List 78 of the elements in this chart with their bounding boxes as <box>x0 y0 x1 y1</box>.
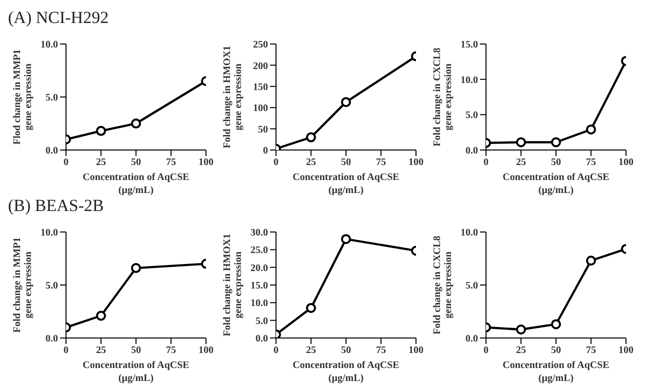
x-tick-label: 75 <box>166 157 176 168</box>
x-tick-label: 75 <box>166 345 176 356</box>
chart-title: (B) BEAS-2B <box>8 196 105 217</box>
x-axis-title: Concentration of AqCSE (µg/mL) <box>502 172 610 196</box>
y-tick-label: 100 <box>253 103 268 114</box>
y-tick-label: 20.0 <box>250 262 268 274</box>
x-tick-label: 25 <box>96 345 106 356</box>
y-tick-label: 5.0 <box>466 280 478 292</box>
x-tick-label: 0 <box>274 345 278 356</box>
x-tick-label: 50 <box>551 345 561 356</box>
x-tick-label: 0 <box>64 157 68 168</box>
y-axis-title: Fold change in HMOX1 gene expression <box>222 46 244 148</box>
x-tick-label: 100 <box>198 345 214 356</box>
x-tick-label: 50 <box>341 345 351 356</box>
x-tick-label: 75 <box>376 157 386 168</box>
x-axis-title: Concentration of AqCSE (µg/mL) <box>82 360 190 384</box>
x-tick-label: 50 <box>131 157 141 168</box>
x-tick-label: 75 <box>586 157 596 168</box>
point <box>306 132 316 142</box>
y-tick-label: 5.0 <box>46 92 58 104</box>
y-tick-label: 5.0 <box>466 110 478 122</box>
y-tick-label: 0.0 <box>46 334 58 345</box>
point <box>551 137 561 148</box>
y-tick-label: 250 <box>253 40 268 51</box>
x-tick-label: 25 <box>516 157 526 168</box>
x-tick-label: 0 <box>274 157 278 168</box>
y-tick-label: 10.0 <box>460 228 478 239</box>
x-tick-label: 100 <box>408 345 424 356</box>
y-tick-label: 5.0 <box>256 316 268 327</box>
y-tick-label: 150 <box>253 82 268 93</box>
x-tick-label: 25 <box>306 157 316 168</box>
y-axis-title: Flod change in MMP1 gene expression <box>12 49 34 145</box>
y-axis-title: Fold change in HMOX1 gene expression <box>222 234 244 336</box>
x-tick-label: 50 <box>551 157 561 168</box>
y-tick-label: 15.0 <box>460 40 478 51</box>
x-tick-label: 0 <box>484 157 488 168</box>
x-tick-label: 75 <box>586 345 596 356</box>
y-tick-label: 50 <box>258 124 268 136</box>
point <box>341 97 351 108</box>
point <box>516 137 526 148</box>
y-tick-label: 5.0 <box>46 280 58 292</box>
y-tick-label: 0.0 <box>256 334 268 345</box>
x-tick-label: 75 <box>376 345 386 356</box>
x-tick-label: 50 <box>341 157 351 168</box>
x-tick-label: 0 <box>484 345 488 356</box>
x-tick-label: 0 <box>64 345 68 356</box>
y-tick-label: 0 <box>263 146 268 157</box>
x-tick-label: 100 <box>618 345 634 356</box>
x-tick-label: 25 <box>306 345 316 356</box>
y-tick-label: 10.0 <box>460 74 478 86</box>
x-tick-label: 25 <box>96 157 106 168</box>
point <box>586 124 596 135</box>
x-axis-title: Concentration of AqCSE (µg/mL) <box>82 172 190 196</box>
point <box>551 319 561 330</box>
x-tick-label: 100 <box>198 157 214 168</box>
x-axis-title: Concentration of AqCSE (µg/mL) <box>292 360 400 384</box>
y-tick-label: 10.0 <box>40 228 58 239</box>
x-tick-label: 50 <box>131 345 141 356</box>
x-tick-label: 100 <box>618 157 634 168</box>
y-tick-label: 30.0 <box>250 228 268 239</box>
x-axis-title: Concentration of AqCSE (µg/mL) <box>292 172 400 196</box>
y-tick-label: 0.0 <box>46 146 58 157</box>
y-tick-label: 0.0 <box>466 334 478 345</box>
chart-title: (A) NCI-H292 <box>8 8 110 29</box>
y-axis-title: Fold change in MMP1 gene expression <box>12 237 34 333</box>
x-axis-title: Concentration of AqCSE (µg/mL) <box>502 360 610 384</box>
point <box>516 324 526 335</box>
point <box>586 256 596 266</box>
x-tick-label: 100 <box>408 157 424 168</box>
y-tick-label: 25.0 <box>250 245 268 256</box>
y-tick-label: 15.0 <box>250 280 268 292</box>
y-axis-title: Fold change in CXCL8 gene expression <box>432 48 454 146</box>
y-tick-label: 10.0 <box>250 298 268 310</box>
y-tick-label: 0.0 <box>466 146 478 157</box>
y-tick-label: 200 <box>253 60 268 72</box>
y-tick-label: 10.0 <box>40 40 58 51</box>
y-axis-title: Fold change in CXCL8 gene expression <box>432 236 454 334</box>
x-tick-label: 25 <box>516 345 526 356</box>
